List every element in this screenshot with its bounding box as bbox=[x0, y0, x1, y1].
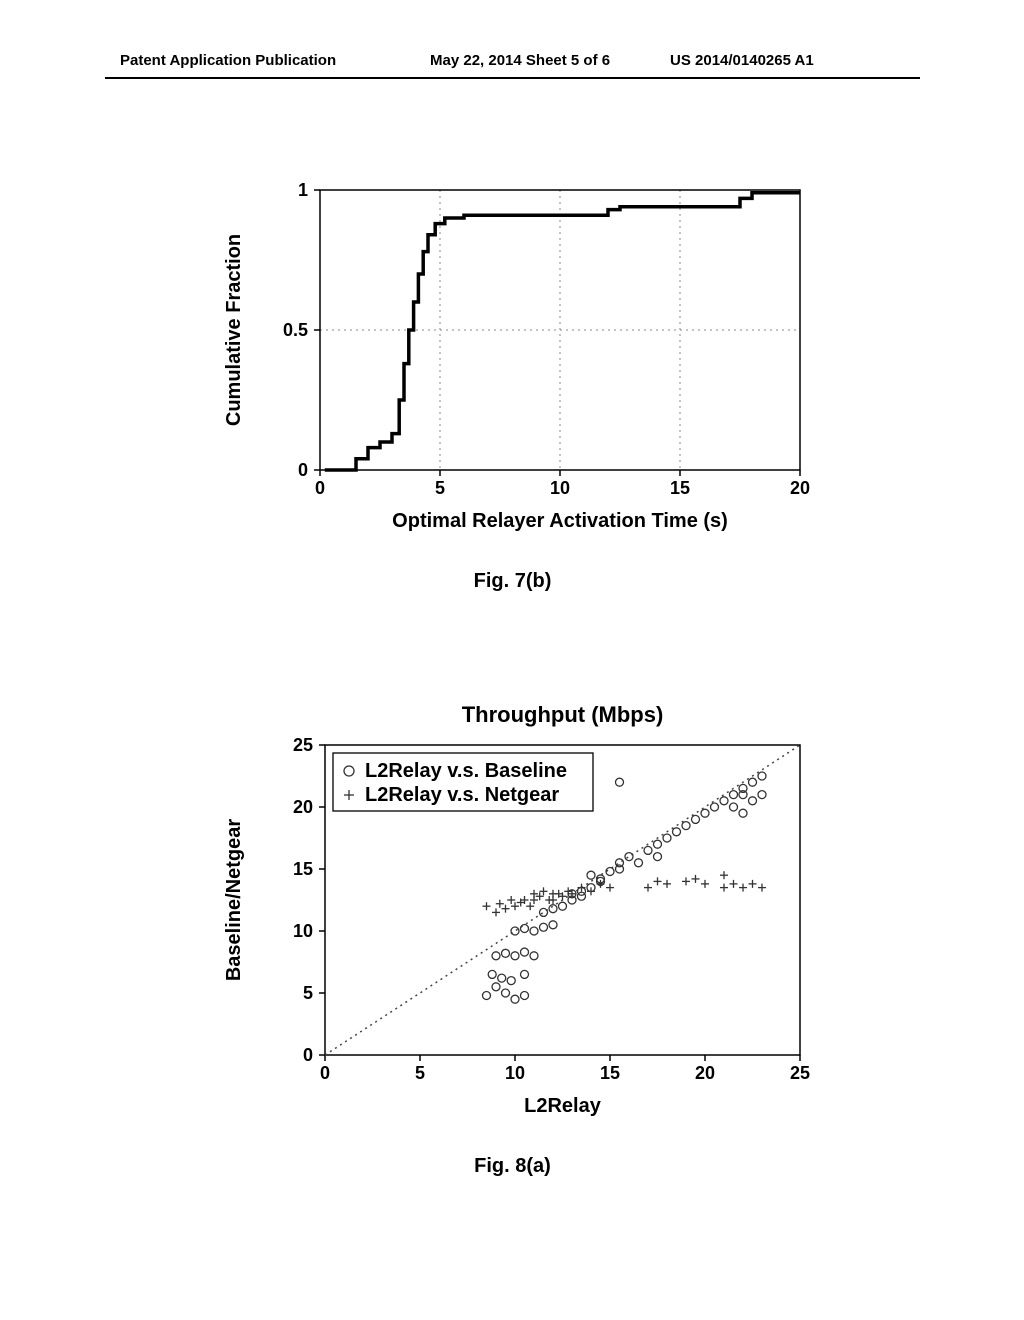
chart-8a-svg: Throughput (Mbps) 0 5 10 15 20 25 0 5 10 15 20 25 L2R… bbox=[205, 700, 820, 1130]
header-pub: Patent Application Publication bbox=[120, 52, 336, 69]
svg-text:1: 1 bbox=[298, 180, 308, 200]
svg-text:0: 0 bbox=[320, 1063, 330, 1083]
figure-8a: Throughput (Mbps) 0 5 10 15 20 25 0 5 10 15 20 25 L2R… bbox=[205, 700, 820, 1178]
svg-text:5: 5 bbox=[303, 983, 313, 1003]
header-date-sheet: May 22, 2014 Sheet 5 of 6 bbox=[430, 52, 610, 69]
svg-text:Optimal Relayer Activation Tim: Optimal Relayer Activation Time (s) bbox=[392, 510, 728, 532]
figure-8a-caption: Fig. 8(a) bbox=[205, 1155, 820, 1178]
svg-text:Cumulative Fraction: Cumulative Fraction bbox=[223, 234, 245, 426]
svg-text:20: 20 bbox=[790, 478, 810, 498]
svg-text:25: 25 bbox=[293, 735, 313, 755]
svg-text:15: 15 bbox=[670, 478, 690, 498]
svg-text:0: 0 bbox=[303, 1045, 313, 1065]
svg-text:15: 15 bbox=[600, 1063, 620, 1083]
svg-text:L2Relay v.s. Netgear: L2Relay v.s. Netgear bbox=[365, 784, 559, 806]
svg-text:5: 5 bbox=[415, 1063, 425, 1083]
svg-text:20: 20 bbox=[695, 1063, 715, 1083]
svg-text:0: 0 bbox=[298, 460, 308, 480]
svg-text:10: 10 bbox=[550, 478, 570, 498]
figure-7b-caption: Fig. 7(b) bbox=[205, 570, 820, 593]
svg-text:L2Relay v.s. Baseline: L2Relay v.s. Baseline bbox=[365, 760, 567, 782]
header-app-number: US 2014/0140265 A1 bbox=[670, 52, 814, 69]
svg-text:5: 5 bbox=[435, 478, 445, 498]
svg-text:10: 10 bbox=[293, 921, 313, 941]
svg-text:Throughput (Mbps): Throughput (Mbps) bbox=[462, 702, 664, 727]
header-rule bbox=[105, 77, 920, 79]
svg-text:20: 20 bbox=[293, 797, 313, 817]
svg-text:0: 0 bbox=[315, 478, 325, 498]
chart-7b-svg: 0 5 10 15 20 0 0.5 1 Optimal Relayer Activation … bbox=[205, 175, 820, 545]
svg-text:L2Relay: L2Relay bbox=[524, 1095, 602, 1117]
svg-text:10: 10 bbox=[505, 1063, 525, 1083]
svg-text:Baseline/Netgear: Baseline/Netgear bbox=[223, 819, 245, 982]
svg-text:25: 25 bbox=[790, 1063, 810, 1083]
svg-text:15: 15 bbox=[293, 859, 313, 879]
svg-text:0.5: 0.5 bbox=[283, 320, 308, 340]
figure-7b: 0 5 10 15 20 0 0.5 1 Optimal Relayer Activation … bbox=[205, 175, 820, 593]
